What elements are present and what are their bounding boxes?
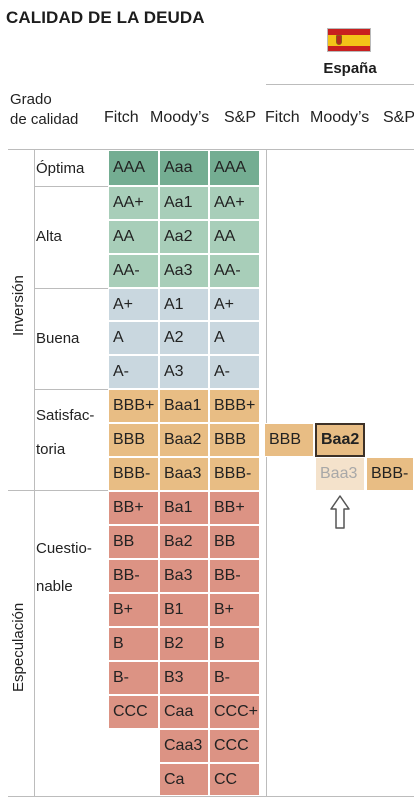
rating-cell-sp: AA- bbox=[209, 254, 260, 288]
rating-cell-sp: CCC bbox=[209, 729, 260, 763]
rating-cell-fitch: BB+ bbox=[108, 491, 159, 525]
rating-cell-sp: B- bbox=[209, 661, 260, 695]
upgrade-arrow-icon bbox=[330, 495, 350, 529]
rating-cell-moodys: A1 bbox=[159, 288, 209, 321]
category-label-line: nable bbox=[36, 578, 73, 595]
country-rule bbox=[266, 84, 414, 85]
rating-cell-fitch: AA bbox=[108, 220, 159, 254]
group-label-especulacion: Especulación bbox=[10, 602, 27, 692]
grade-header-line-2: de calidad bbox=[10, 111, 79, 128]
spain-flag-icon bbox=[327, 28, 371, 52]
rating-cell-fitch: BBB- bbox=[108, 457, 159, 491]
rating-cell-moodys: Caa3 bbox=[159, 729, 209, 763]
grade-header: Grado de calidad bbox=[10, 90, 78, 130]
rating-cell-moodys: B1 bbox=[159, 593, 209, 627]
rating-cell-sp: A bbox=[209, 321, 260, 355]
rating-cell-moodys: Aa2 bbox=[159, 220, 209, 254]
rating-cell-fitch: AA- bbox=[108, 254, 159, 288]
spain-fitch-rating: BBB bbox=[264, 423, 314, 457]
category-label-satisfactoria: Satisfac- toria bbox=[36, 399, 94, 467]
category-label-line: toria bbox=[36, 441, 66, 458]
rating-cell-sp: AA+ bbox=[209, 186, 260, 220]
rating-cell-sp: AAA bbox=[209, 150, 260, 186]
rating-cell-moodys: A3 bbox=[159, 355, 209, 389]
spain-moodys-previous-rating: Baa3 bbox=[315, 457, 365, 491]
page-title: CALIDAD DE LA DEUDA bbox=[6, 8, 205, 27]
rating-cell-sp: A+ bbox=[209, 288, 260, 321]
rating-cell-sp: BB+ bbox=[209, 491, 260, 525]
category-divider bbox=[34, 389, 108, 390]
sp-header: S&P bbox=[224, 109, 257, 126]
bottom-rule bbox=[8, 796, 414, 797]
top-rule bbox=[8, 149, 414, 150]
rating-cell-moodys: Aaa bbox=[159, 150, 209, 186]
fitch-header: Fitch bbox=[104, 109, 139, 126]
rating-cell-fitch: BBB+ bbox=[108, 389, 159, 423]
rating-cell-moodys: Ba1 bbox=[159, 491, 209, 525]
rating-cell-sp: CCC+ bbox=[209, 695, 260, 729]
rating-cell-moodys: A2 bbox=[159, 321, 209, 355]
category-label-line: Satisfac- bbox=[36, 407, 95, 424]
spain-sp-rating: BBB- bbox=[366, 457, 414, 491]
rating-cell-fitch: B- bbox=[108, 661, 159, 695]
rating-cell-sp: A- bbox=[209, 355, 260, 389]
group-divider bbox=[8, 490, 108, 491]
category-divider bbox=[34, 288, 108, 289]
grade-header-line-1: Grado bbox=[10, 91, 52, 108]
category-label-cuestionable: Cuestio- nable bbox=[36, 530, 92, 606]
rating-cell-fitch: BB bbox=[108, 525, 159, 559]
rating-cell-moodys: B3 bbox=[159, 661, 209, 695]
rating-cell-sp: BBB- bbox=[209, 457, 260, 491]
group-label-inversion: Inversión bbox=[10, 275, 27, 336]
rating-cell-sp: BBB bbox=[209, 423, 260, 457]
rating-cell-sp: BB- bbox=[209, 559, 260, 593]
rating-cell-fitch: BBB bbox=[108, 423, 159, 457]
sp-right-header: S&P bbox=[383, 109, 414, 126]
country-label: España bbox=[323, 60, 377, 77]
rating-cell-fitch: A- bbox=[108, 355, 159, 389]
rating-cell-sp: BB bbox=[209, 525, 260, 559]
rating-cell-moodys: Ba2 bbox=[159, 525, 209, 559]
rating-cell-moodys: Caa bbox=[159, 695, 209, 729]
category-label-optima: Óptima bbox=[36, 160, 85, 177]
spain-column-line bbox=[266, 150, 267, 797]
category-column-line bbox=[34, 150, 35, 797]
rating-cell-fitch: B+ bbox=[108, 593, 159, 627]
rating-cell-fitch: AA+ bbox=[108, 186, 159, 220]
moodys-header: Moody’s bbox=[150, 109, 210, 126]
rating-cell-moodys: Ba3 bbox=[159, 559, 209, 593]
rating-cell-fitch: CCC bbox=[108, 695, 159, 729]
category-label-buena: Buena bbox=[36, 330, 80, 347]
moodys-right-header: Moody’s bbox=[310, 109, 370, 126]
rating-cell-fitch: B bbox=[108, 627, 159, 661]
rating-cell-fitch: BB- bbox=[108, 559, 159, 593]
category-label-line: Cuestio- bbox=[36, 540, 92, 557]
rating-cell-moodys: Aa1 bbox=[159, 186, 209, 220]
rating-cell-fitch: A bbox=[108, 321, 159, 355]
rating-cell-fitch: A+ bbox=[108, 288, 159, 321]
rating-cell-sp: AA bbox=[209, 220, 260, 254]
rating-cell-moodys: Baa3 bbox=[159, 457, 209, 491]
rating-cell-moodys: Baa2 bbox=[159, 423, 209, 457]
rating-cell-fitch: AAA bbox=[108, 150, 159, 186]
rating-cell-moodys: Ca bbox=[159, 763, 209, 796]
rating-cell-moodys: Baa1 bbox=[159, 389, 209, 423]
rating-cell-sp: B bbox=[209, 627, 260, 661]
category-label-alta: Alta bbox=[36, 228, 62, 245]
rating-cell-moodys: B2 bbox=[159, 627, 209, 661]
rating-cell-sp: CC bbox=[209, 763, 260, 796]
fitch-right-header: Fitch bbox=[265, 109, 300, 126]
rating-cell-sp: BBB+ bbox=[209, 389, 260, 423]
category-divider bbox=[34, 186, 108, 187]
rating-cell-sp: B+ bbox=[209, 593, 260, 627]
spain-moodys-current-rating: Baa2 bbox=[315, 423, 365, 457]
rating-cell-moodys: Aa3 bbox=[159, 254, 209, 288]
